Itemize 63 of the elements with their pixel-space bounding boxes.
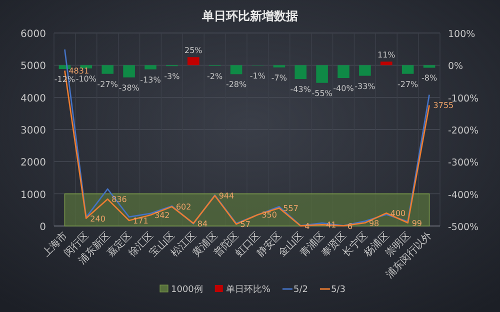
data-label: 602 (176, 202, 192, 212)
data-label: 98 (368, 218, 380, 228)
data-label: -28% (226, 80, 248, 90)
bar (316, 65, 328, 83)
data-label: -27% (397, 80, 419, 89)
legend-label: 5/3 (330, 285, 346, 295)
bar (402, 65, 414, 74)
data-label: 99 (412, 218, 422, 228)
y-tick-label: 5000 (20, 61, 46, 72)
y2-tick-label: 0% (448, 61, 464, 72)
data-label: 240 (90, 214, 106, 224)
data-label: 11% (378, 50, 396, 60)
bar (359, 65, 371, 76)
data-label: -27% (97, 80, 118, 89)
bar (80, 65, 92, 68)
chart-title: 单日环比新增数据 (201, 9, 298, 23)
data-label: 3755 (433, 101, 454, 110)
data-label: -10% (76, 74, 97, 84)
data-label: 25% (184, 46, 203, 56)
data-label: 342 (154, 211, 170, 220)
legend-label: 5/2 (293, 285, 308, 295)
data-label: 350 (262, 210, 278, 220)
data-label: -7% (271, 73, 288, 82)
legend-label: 1000例 (171, 284, 203, 295)
bar (102, 65, 114, 74)
y2-tick-label: -400% (448, 190, 479, 201)
y2-tick-label: -200% (448, 126, 479, 136)
bar (123, 65, 135, 78)
y2-tick-label: 100% (448, 29, 476, 40)
bar (423, 65, 436, 68)
data-label: -43% (290, 85, 312, 94)
data-label: -13% (140, 75, 162, 84)
data-label: 84 (197, 219, 208, 228)
legend-label: 单日环比% (226, 284, 271, 295)
bar (294, 65, 307, 79)
data-label: -40% (333, 84, 354, 94)
data-label: -2% (207, 72, 224, 81)
y-tick-label: 0 (40, 222, 46, 233)
bar (144, 65, 156, 70)
data-label: 171 (133, 216, 148, 226)
data-label: 41 (326, 220, 336, 230)
data-label: 57 (240, 220, 250, 230)
y-tick-label: 2000 (20, 158, 46, 169)
y-tick-label: 1000 (20, 190, 46, 201)
bar (230, 65, 242, 74)
y2-tick-label: -500% (448, 222, 479, 233)
bar (338, 65, 350, 78)
y-tick-label: 6000 (20, 29, 46, 40)
data-label: -8% (421, 74, 438, 83)
y-tick-label: 4000 (20, 93, 46, 104)
data-label: -38% (118, 83, 140, 92)
y-tick-label: 3000 (20, 126, 46, 136)
data-label: -33% (354, 82, 376, 91)
data-label: 400 (390, 209, 406, 218)
data-label: -55% (312, 88, 333, 98)
data-label: 557 (283, 204, 298, 214)
y2-tick-label: -300% (448, 158, 479, 169)
bar (187, 57, 200, 66)
bar (380, 62, 392, 66)
data-label: 944 (218, 192, 234, 201)
data-label: -3% (164, 72, 180, 82)
data-label: 4831 (68, 66, 90, 76)
data-label: -1% (250, 71, 266, 80)
